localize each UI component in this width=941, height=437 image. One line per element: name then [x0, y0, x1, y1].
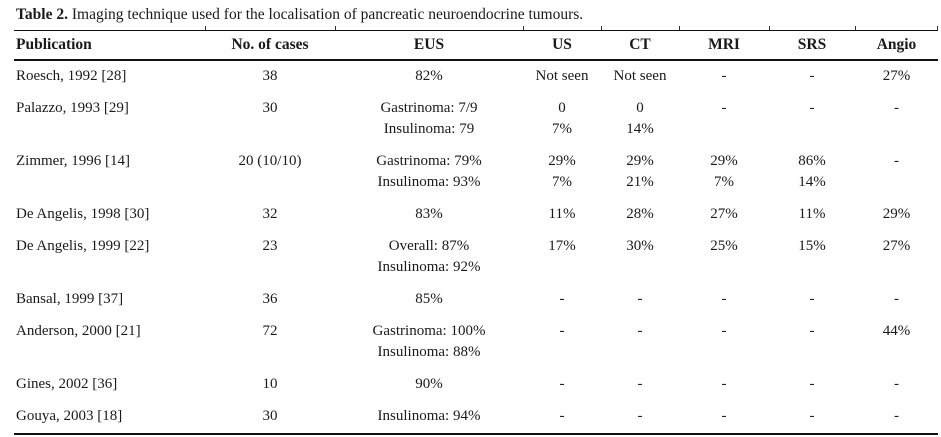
cell-cases: 32: [262, 206, 278, 222]
cell-ct: -: [637, 323, 643, 339]
cell-publication: De Angelis, 1999 [22]: [16, 238, 150, 254]
cell-angio: -: [894, 100, 899, 116]
cell-us: -: [559, 323, 565, 339]
table-caption: Imaging technique used for the localisat…: [71, 6, 584, 23]
cell-us: -: [559, 376, 565, 392]
cell-cases: 30: [262, 100, 278, 116]
cell-publication: Gouya, 2003 [18]: [14, 401, 205, 435]
cell-publication: Gines, 2002 [36]: [16, 376, 118, 392]
cell-eus: 83%: [415, 206, 443, 222]
cell-angio: 27%: [882, 68, 911, 84]
cell-mri: 29% 7%: [710, 153, 738, 190]
cell-mri: -: [721, 100, 727, 116]
cell-mri: -: [721, 323, 727, 339]
cell-cases: 72: [262, 323, 278, 339]
cell-eus: 82%: [415, 68, 443, 84]
cell-eus: Gastrinoma: 7/9 Insulinoma: 79: [380, 100, 478, 137]
cell-us: -: [523, 401, 601, 435]
cell-eus: 85%: [415, 291, 443, 307]
cell-ct: Not seen: [613, 68, 667, 84]
cell-us: 0 7%: [552, 100, 572, 137]
cell-ct: -: [601, 401, 679, 435]
cell-mri: 25%: [710, 238, 738, 254]
cell-publication: Palazzo, 1993 [29]: [16, 100, 129, 116]
cell-srs: -: [809, 291, 815, 307]
cell-ct: 29% 21%: [626, 153, 654, 190]
cell-us: 11%: [548, 206, 576, 222]
cell-srs: -: [769, 401, 855, 435]
cell-srs: 86% 14%: [798, 153, 826, 190]
table-row: Bansal, 1999 [37] 36 85% - - - - -: [14, 284, 938, 316]
cell-ct: 28%: [626, 206, 654, 222]
column-header-publication: Publication: [14, 30, 205, 61]
column-header-ct: CT: [601, 25, 679, 61]
cell-srs: 15%: [798, 238, 826, 254]
column-header-us: US: [523, 25, 601, 61]
cell-publication: Zimmer, 1996 [14]: [16, 153, 130, 169]
cell-cases: 23: [262, 238, 278, 254]
table-body: Roesch, 1992 [28] 38 82% Not seen Not seen - -…: [14, 60, 938, 435]
cell-cases: 10: [262, 376, 278, 392]
cell-eus: Overall: 87% Insulinoma: 92%: [377, 238, 481, 275]
table-row: De Angelis, 1999 [22] 23 Overall: 87% Insul…: [14, 231, 938, 284]
cell-ct: -: [637, 291, 643, 307]
cell-angio: -: [894, 153, 899, 169]
imaging-technique-table: Publication No. of cases EUS US CT MRI S…: [14, 25, 938, 435]
cell-srs: -: [809, 68, 815, 84]
cell-srs: 11%: [798, 206, 826, 222]
cell-us: 17%: [548, 238, 576, 254]
cell-angio: -: [855, 401, 938, 435]
cell-eus: Gastrinoma: 79% Insulinoma: 93%: [376, 153, 482, 190]
table-number-label: Table 2.: [16, 6, 68, 23]
cell-eus: Gastrinoma: 100% Insulinoma: 88%: [372, 323, 486, 360]
cell-publication: Anderson, 2000 [21]: [16, 323, 141, 339]
cell-ct: 30%: [626, 238, 654, 254]
cell-publication: Bansal, 1999 [37]: [16, 291, 124, 307]
cell-srs: -: [809, 376, 815, 392]
cell-mri: -: [721, 68, 727, 84]
table-title: Table 2. Imaging technique used for the …: [14, 3, 938, 30]
cell-srs: -: [809, 100, 815, 116]
column-header-mri: MRI: [679, 25, 769, 61]
cell-angio: -: [894, 291, 899, 307]
cell-mri: -: [721, 291, 727, 307]
table-row: Gouya, 2003 [18] 30 Insulinoma: 94% - - - - -: [14, 401, 938, 435]
column-header-srs: SRS: [769, 25, 855, 61]
cell-ct: -: [637, 376, 643, 392]
cell-mri: -: [679, 401, 769, 435]
table-row: Anderson, 2000 [21] 72 Gastrinoma: 100% Ins…: [14, 316, 938, 369]
cell-eus: Insulinoma: 94%: [335, 401, 523, 435]
cell-cases: 30: [205, 401, 335, 435]
cell-ct: 0 14%: [626, 100, 654, 137]
cell-us: -: [559, 291, 565, 307]
cell-cases: 20 (10/10): [238, 153, 302, 169]
cell-angio: 27%: [882, 238, 911, 254]
cell-srs: -: [809, 323, 815, 339]
cell-us: Not seen: [535, 68, 589, 84]
cell-angio: -: [894, 376, 899, 392]
cell-us: 29% 7%: [548, 153, 576, 190]
cell-angio: 44%: [882, 323, 911, 339]
cell-publication: Roesch, 1992 [28]: [16, 68, 127, 84]
cell-publication: De Angelis, 1998 [30]: [16, 206, 150, 222]
table-header: Publication No. of cases EUS US CT MRI S…: [14, 25, 938, 61]
cell-cases: 36: [262, 291, 278, 307]
cell-cases: 38: [262, 68, 278, 84]
table-row: Gines, 2002 [36] 10 90% - - - - -: [14, 369, 938, 401]
table-row: Zimmer, 1996 [14] 20 (10/10) Gastrinoma: 7…: [14, 146, 938, 199]
table-row: Roesch, 1992 [28] 38 82% Not seen Not seen - -…: [14, 60, 938, 93]
header-row: Publication No. of cases EUS US CT MRI S…: [14, 25, 938, 61]
column-header-angio: Angio: [855, 25, 938, 61]
cell-mri: 27%: [710, 206, 738, 222]
table-row: De Angelis, 1998 [30] 32 83% 11% 28% 27% 11% 29…: [14, 199, 938, 231]
table-row: Palazzo, 1993 [29] 30 Gastrinoma: 7/9 Insul…: [14, 93, 938, 146]
column-header-cases: No. of cases: [205, 25, 335, 61]
cell-angio: 29%: [882, 206, 911, 222]
cell-eus: 90%: [415, 376, 443, 392]
cell-mri: -: [721, 376, 727, 392]
column-header-eus: EUS: [335, 25, 523, 61]
